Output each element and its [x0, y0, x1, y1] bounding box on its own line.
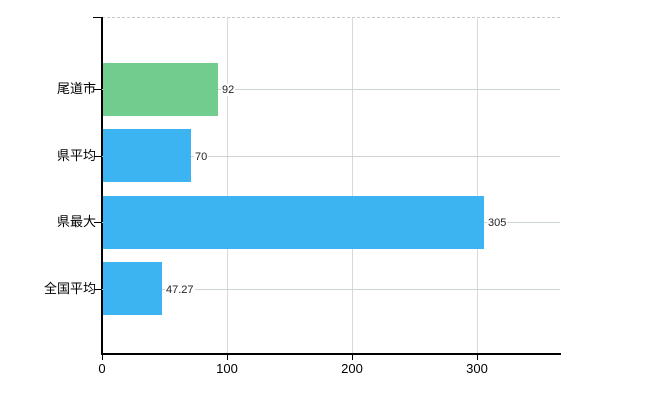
category-label: 県平均 [56, 147, 96, 163]
x-tick [227, 355, 228, 360]
y-axis-end-tick [93, 17, 101, 18]
y-tick [94, 155, 102, 157]
bar [103, 62, 218, 116]
x-tick [477, 355, 478, 360]
h-gridline [102, 155, 560, 157]
plot-area: 92 70 305 47.27 [102, 17, 560, 353]
x-tick [352, 355, 353, 360]
value-label: 92 [221, 84, 236, 96]
category-label: 尾道市 [56, 81, 96, 96]
value-label: 70 [194, 150, 209, 163]
bar [103, 129, 191, 182]
y-tick [94, 222, 102, 223]
v-gridline [352, 17, 353, 353]
x-tick [102, 355, 103, 360]
h-gridline [102, 288, 560, 290]
x-axis-line [101, 353, 561, 355]
x-tick-label: 200 [341, 361, 363, 376]
y-tick [94, 288, 102, 290]
v-gridline [227, 17, 228, 353]
value-label: 47.27 [165, 283, 195, 296]
bar [103, 195, 484, 249]
v-gridline [477, 17, 478, 353]
y-axis-line [101, 17, 103, 355]
x-tick-label: 100 [216, 361, 238, 376]
x-tick-label: 300 [466, 361, 488, 376]
h-gridline [102, 89, 560, 90]
bar [103, 262, 162, 315]
x-tick-label: 0 [98, 361, 106, 376]
category-label: 全国平均 [43, 280, 96, 296]
value-label: 305 [487, 217, 508, 229]
y-tick [94, 89, 102, 90]
plot-top-border [102, 17, 560, 18]
category-label: 県最大 [56, 214, 96, 229]
